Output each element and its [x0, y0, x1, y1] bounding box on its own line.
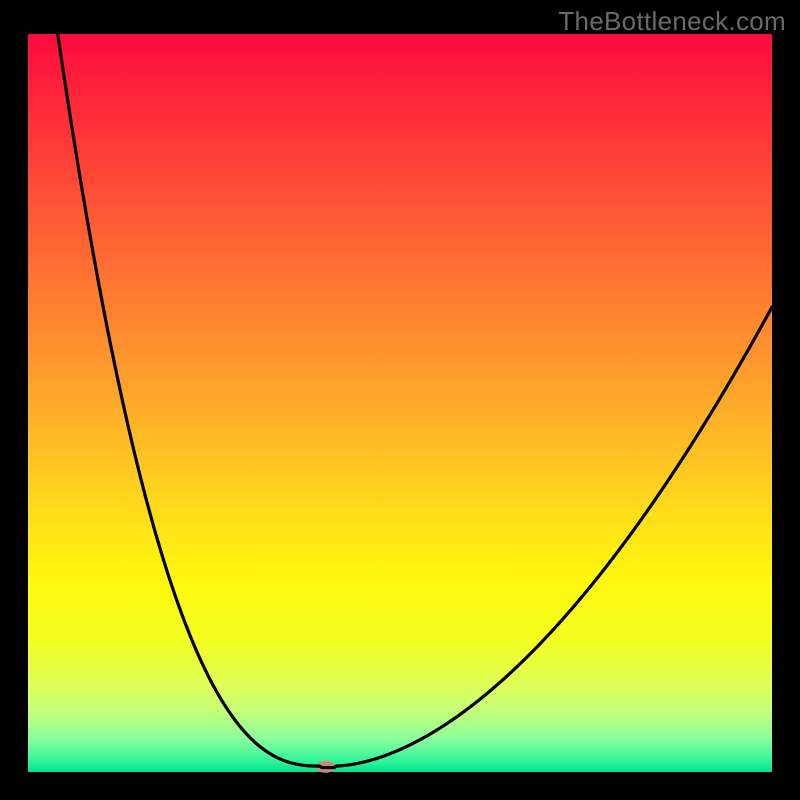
bottleneck-chart	[0, 0, 800, 800]
chart-container: TheBottleneck.com	[0, 0, 800, 800]
chart-background	[28, 34, 772, 772]
